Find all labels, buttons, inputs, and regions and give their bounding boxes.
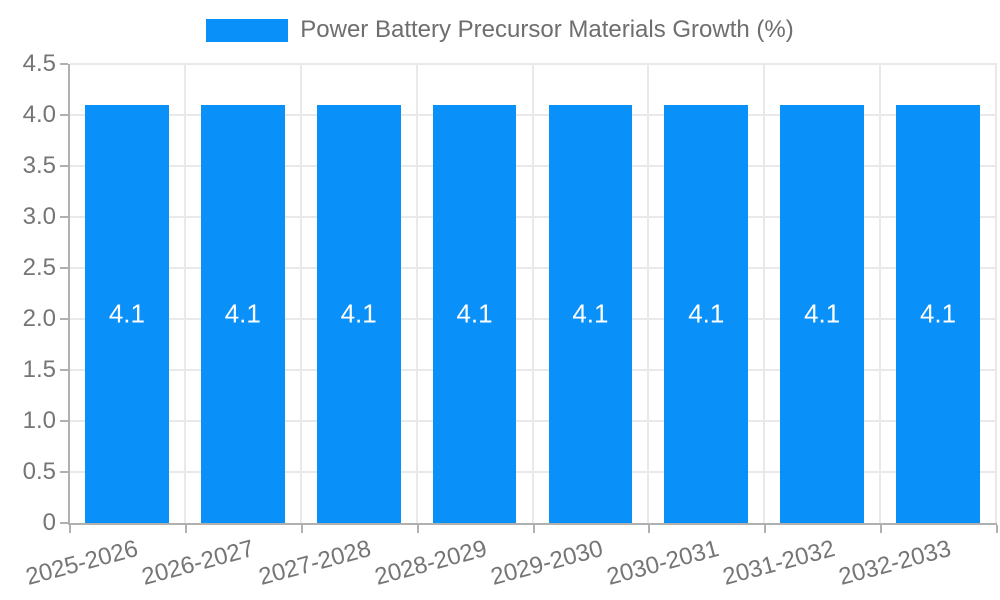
x-tick [880, 525, 883, 533]
y-tick-label: 0.5 [22, 457, 56, 485]
category-slot: 4.1 [302, 64, 418, 523]
category-slot: 4.1 [418, 64, 534, 523]
y-tick [60, 420, 68, 422]
category-slot: 4.1 [186, 64, 302, 523]
y-gridline [70, 266, 997, 269]
bar-value-label: 4.1 [572, 298, 609, 329]
bar: 4.1 [85, 104, 169, 523]
y-tick-label: 4.0 [22, 100, 56, 128]
category-slot: 4.1 [534, 64, 650, 523]
y-tick [60, 113, 68, 116]
x-tick-label: 2028-2029 [371, 535, 490, 591]
bar-value-label: 4.1 [804, 298, 841, 329]
y-gridline [70, 164, 997, 167]
legend: Power Battery Precursor Materials Growth… [0, 16, 1000, 44]
bar: 4.1 [200, 104, 285, 523]
y-tick-label: 3.5 [22, 151, 56, 179]
y-tick [60, 318, 68, 320]
legend-label: Power Battery Precursor Materials Growth… [300, 16, 794, 43]
y-tick [60, 215, 68, 218]
y-tick-label: 1.0 [22, 407, 56, 434]
bar: 4.1 [896, 104, 980, 523]
x-tick-label: 2031-2032 [719, 535, 838, 591]
bar-value-label: 4.1 [919, 298, 957, 329]
x-tick-label: 2030-2031 [603, 535, 722, 591]
x-tick-label: 2026-2027 [139, 535, 258, 591]
category-slot: 4.1 [881, 64, 997, 523]
plot-area: 4.1 4.1 4.1 4.1 4.1 4.1 4.1 4.1 0 0.5 1.0 1.5 2.0 2.… [23, 50, 998, 536]
y-tick-label: 0 [42, 509, 56, 536]
y-tick [60, 63, 68, 65]
x-tick [996, 525, 998, 533]
y-gridline [70, 318, 997, 320]
y-tick-label: 2.0 [22, 305, 56, 332]
bar: 4.1 [780, 104, 865, 523]
y-tick-label: 1.5 [22, 355, 56, 383]
y-tick [60, 368, 68, 371]
x-tick [648, 525, 651, 533]
bar-value-label: 4.1 [340, 298, 377, 329]
x-tick [184, 525, 187, 533]
x-tick [764, 525, 767, 533]
y-gridline [70, 113, 997, 116]
x-tick-label: 2032-2033 [836, 535, 954, 591]
x-tick-label: 2029-2030 [487, 535, 606, 591]
y-gridline [70, 215, 997, 218]
y-gridline [70, 420, 997, 422]
x-tick [532, 525, 535, 533]
x-tick [69, 525, 71, 533]
bar: 4.1 [432, 104, 517, 523]
x-tick-label: 2027-2028 [255, 535, 374, 591]
category-slot: 4.1 [649, 64, 766, 523]
y-tick-label: 4.5 [22, 50, 56, 77]
y-tick [60, 266, 68, 269]
bar-value-label: 4.1 [456, 298, 493, 329]
bar: 4.1 [548, 104, 633, 523]
x-tick-label: 2025-2026 [23, 535, 142, 591]
legend-swatch [206, 18, 289, 42]
bar: 4.1 [664, 104, 749, 523]
x-tick [416, 525, 419, 533]
bar-value-label: 4.1 [688, 298, 725, 329]
x-tick [300, 525, 303, 533]
bar: 4.1 [316, 104, 401, 523]
y-tick-label: 3.0 [22, 202, 56, 230]
y-gridline [70, 470, 997, 473]
y-tick [60, 470, 68, 473]
category-slot: 4.1 [70, 64, 186, 523]
y-gridline [70, 63, 997, 65]
y-tick [60, 164, 68, 167]
y-gridline [70, 368, 997, 371]
bar-value-label: 4.1 [224, 298, 261, 329]
y-tick [60, 522, 68, 524]
bars-layer: 4.1 4.1 4.1 4.1 4.1 4.1 4.1 4.1 [70, 64, 997, 523]
x-axis-labels: 2025-2026 2026-2027 2027-2028 2028-2029 2029… [23, 529, 997, 599]
bar-value-label: 4.1 [108, 298, 145, 329]
category-slot: 4.1 [765, 64, 882, 523]
y-tick-label: 2.5 [22, 253, 56, 281]
